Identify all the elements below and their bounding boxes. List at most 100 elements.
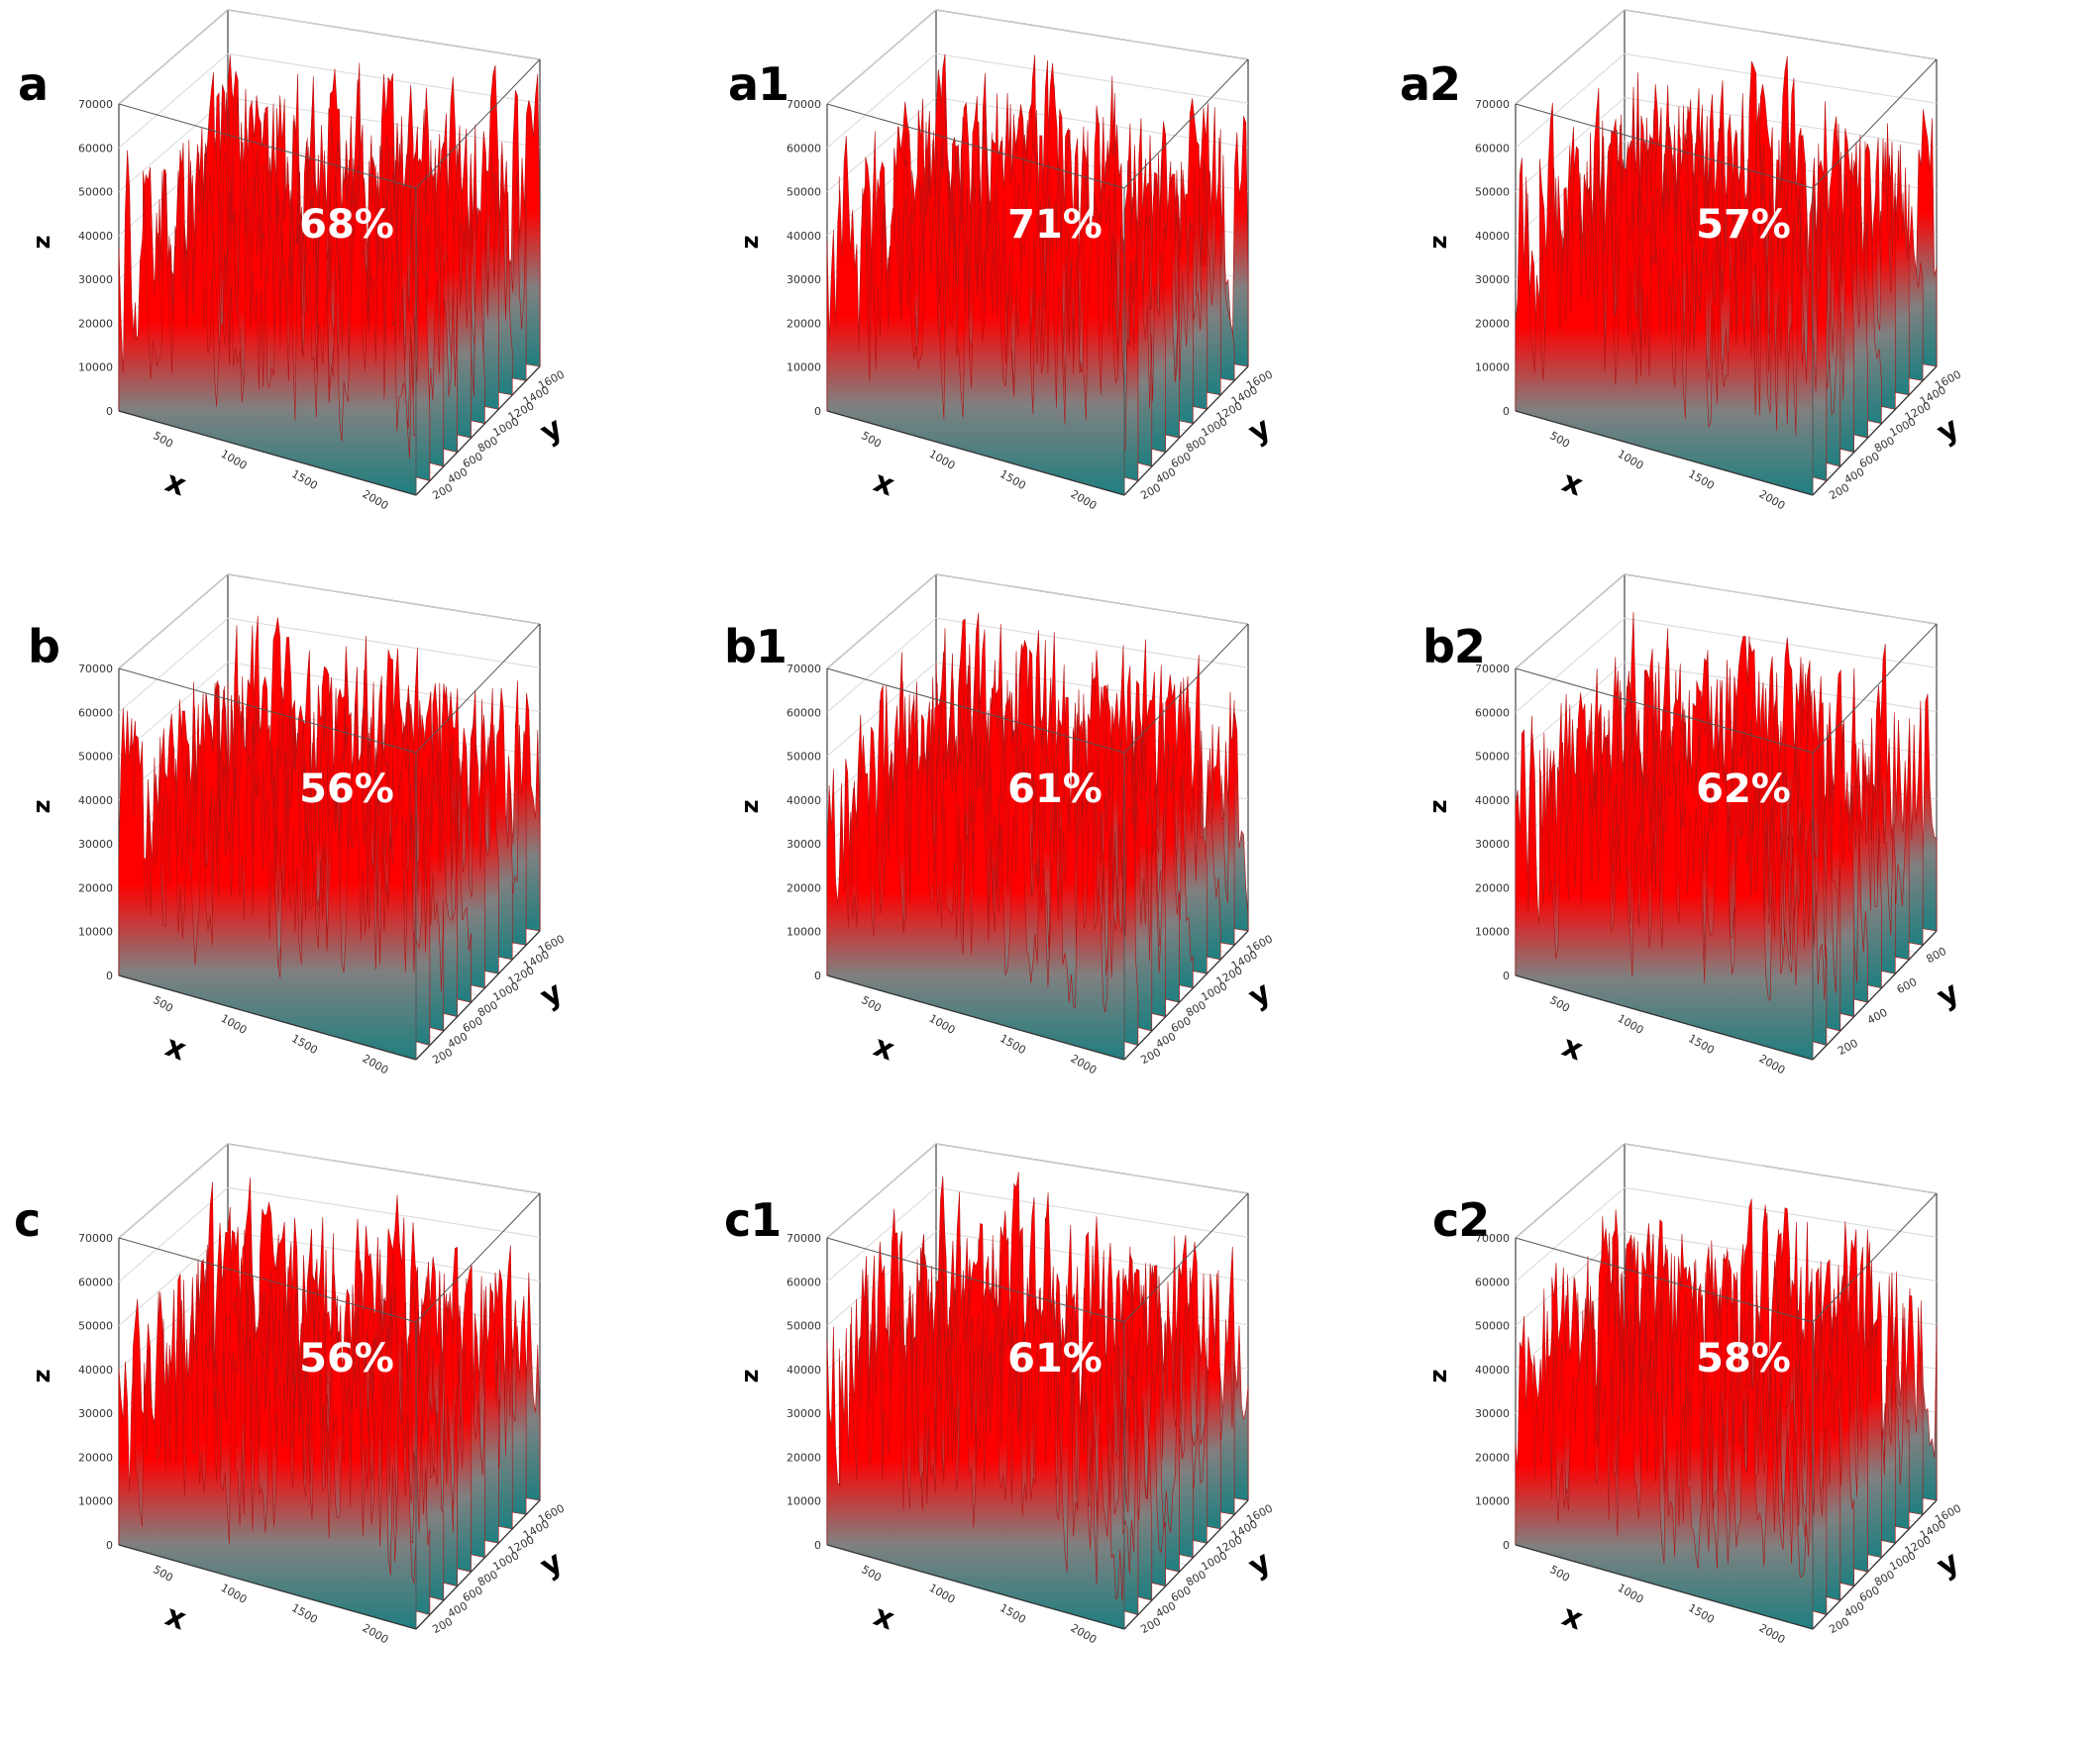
y-tick-label: 600 — [1895, 975, 1920, 996]
y-axis-line — [1123, 1499, 1249, 1630]
axis-edge — [826, 667, 1125, 754]
z-tick-label: 70000 — [787, 98, 821, 111]
front-axes — [826, 1192, 1249, 1630]
z-tick-label: 60000 — [78, 142, 113, 154]
surface — [826, 1172, 1249, 1630]
gridline — [1624, 97, 1938, 149]
x-axis-label: x — [1557, 1029, 1587, 1069]
y-axis-line — [1812, 365, 1938, 496]
gridline — [1624, 617, 1938, 668]
gridline — [1624, 1186, 1938, 1238]
gridline — [1624, 1143, 1938, 1194]
z-tick-label: 30000 — [787, 838, 821, 851]
z-tick-label: 30000 — [78, 1407, 113, 1420]
axis-edge — [1515, 103, 1814, 189]
y-axis-label: y — [1932, 1544, 1966, 1584]
z-tick-label: 60000 — [78, 706, 113, 719]
x-tick-label: 1000 — [927, 1012, 958, 1037]
x-tick-label: 2000 — [1757, 1052, 1788, 1076]
x-axis-label: x — [869, 1598, 898, 1638]
x-axis-line — [118, 410, 417, 496]
z-tick-label: 0 — [106, 405, 113, 418]
x-tick-label: 500 — [859, 1563, 884, 1585]
front-axes — [826, 58, 1249, 496]
z-tick-label: 70000 — [78, 98, 113, 111]
z-tick-label: 10000 — [787, 361, 821, 374]
y-axis-line — [415, 930, 541, 1061]
gridline — [118, 617, 229, 713]
surface — [118, 615, 541, 1061]
gridline — [118, 573, 229, 669]
y-tick-label: 1600 — [1244, 1502, 1275, 1527]
x-tick-label: 1500 — [289, 467, 320, 492]
gridline — [118, 1143, 229, 1239]
x-axis-label: x — [1557, 1598, 1587, 1638]
x-tick-label: 1500 — [1686, 467, 1717, 492]
percentage-annotation: 61% — [1007, 1336, 1102, 1381]
gridline — [935, 52, 1249, 104]
front-axes — [1515, 1192, 1938, 1630]
z-tick-label: 20000 — [787, 881, 821, 894]
x-tick-label: 2000 — [1757, 1621, 1788, 1646]
axis-edge — [1812, 1192, 1938, 1323]
axis-edge — [1123, 1192, 1249, 1323]
gridline — [1515, 52, 1626, 149]
y-axis-label: y — [535, 410, 570, 450]
surface-plot: 0 10000 20000 30000 40000 50000 60000 70000 500 1… — [736, 1143, 1277, 1646]
z-tick-label: 50000 — [1475, 1320, 1510, 1333]
panel-label: c1 — [724, 1193, 782, 1247]
gridline — [1515, 9, 1626, 105]
gridline — [826, 1186, 937, 1282]
front-axes — [118, 58, 541, 496]
x-axis-line — [826, 974, 1125, 1061]
z-axis-label: z — [1424, 236, 1452, 250]
x-axis-line — [118, 1544, 417, 1630]
z-tick-label: 20000 — [1475, 1451, 1510, 1464]
panel-a1: a1 0 10000 20000 30000 40000 50000 60000 70000 5… — [708, 9, 1402, 594]
surface — [1515, 55, 1938, 496]
z-tick-label: 0 — [814, 970, 821, 982]
z-tick-label: 30000 — [1475, 273, 1510, 286]
y-axis-label: y — [1932, 410, 1966, 450]
surface-plot: 0 10000 20000 30000 40000 50000 60000 70000 500 1… — [1424, 573, 1966, 1076]
gridline — [118, 9, 229, 105]
z-tick-label: 30000 — [78, 838, 113, 851]
y-tick-label: 1600 — [536, 933, 567, 958]
x-tick-label: 500 — [151, 429, 175, 451]
gridline — [227, 617, 541, 668]
axis-edge — [118, 667, 417, 754]
z-tick-label: 50000 — [787, 751, 821, 764]
z-tick-label: 10000 — [78, 926, 113, 939]
y-tick-label: 1600 — [1244, 368, 1275, 393]
x-axis-label: x — [160, 1029, 190, 1069]
gridline — [1515, 1186, 1626, 1282]
z-tick-label: 40000 — [787, 230, 821, 243]
x-tick-label: 1000 — [1616, 1012, 1646, 1037]
gridline — [118, 1186, 229, 1282]
y-tick-label: 1600 — [536, 368, 567, 393]
x-axis-label: x — [869, 1029, 898, 1069]
surface-plot: 0 10000 20000 30000 40000 50000 60000 70000 500 1… — [736, 573, 1277, 1076]
gridline — [935, 617, 1249, 668]
x-tick-label: 2000 — [361, 1621, 391, 1646]
z-tick-label: 70000 — [78, 663, 113, 675]
z-tick-label: 0 — [1503, 970, 1510, 982]
front-axes — [118, 623, 541, 1061]
y-axis-label: y — [1932, 974, 1966, 1014]
surface-strip — [1515, 157, 1814, 496]
axis-edge — [1812, 58, 1938, 189]
gridline — [1624, 573, 1938, 625]
y-tick-label: 1600 — [536, 1502, 567, 1527]
x-axis-line — [1515, 1544, 1814, 1630]
axis-edge — [1812, 623, 1938, 754]
z-tick-label: 50000 — [787, 186, 821, 199]
z-tick-label: 50000 — [78, 186, 113, 199]
y-tick-label: 1600 — [1933, 368, 1963, 393]
surface-strip — [826, 136, 1125, 496]
z-tick-label: 10000 — [1475, 1495, 1510, 1508]
x-tick-label: 500 — [151, 993, 175, 1015]
x-tick-label: 1500 — [998, 467, 1028, 492]
x-tick-label: 2000 — [1069, 487, 1100, 512]
percentage-annotation: 56% — [299, 767, 394, 812]
